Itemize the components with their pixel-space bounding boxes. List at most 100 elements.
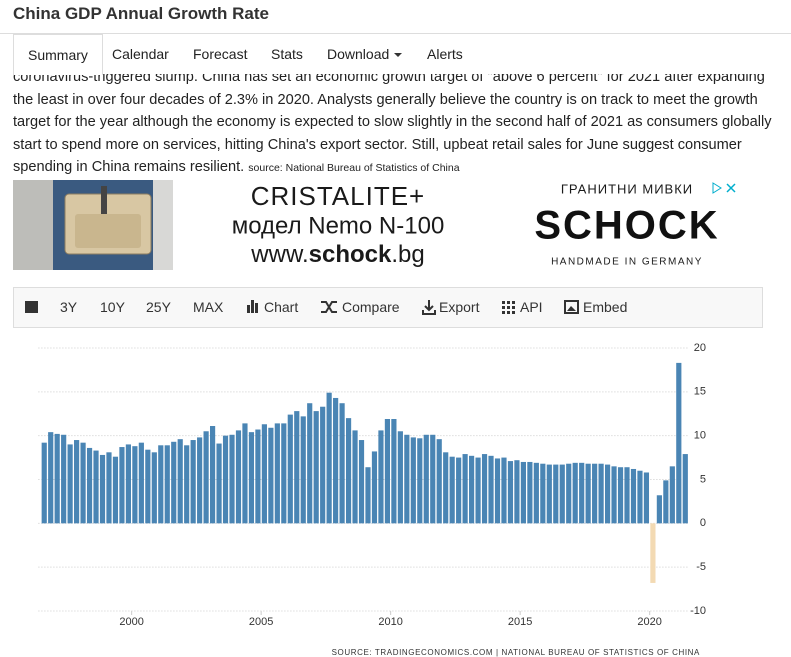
bar	[637, 470, 643, 524]
bar	[507, 461, 514, 524]
bar	[656, 495, 662, 524]
range-button[interactable]: MAX	[193, 299, 224, 315]
y-tick-label: 20	[694, 342, 706, 354]
bar	[209, 426, 216, 524]
bar	[80, 442, 86, 524]
ad-url-part: schock	[309, 241, 392, 268]
bar	[624, 467, 630, 524]
bar	[229, 434, 235, 524]
bar	[501, 457, 507, 524]
advert[interactable]: CRISTALITE+ модел Nemo N-100 www.schock.…	[13, 180, 741, 270]
bar	[112, 456, 119, 524]
bar	[99, 454, 106, 524]
bar	[326, 392, 332, 524]
ad-kicker: ГРАНИТНИ МИВКИ	[561, 181, 693, 196]
ad-url: www.schock.bg	[250, 241, 424, 268]
bar	[520, 461, 526, 524]
bar	[676, 362, 682, 524]
caret	[394, 53, 403, 58]
bar	[151, 452, 157, 524]
bar	[475, 457, 481, 524]
bar	[553, 464, 559, 524]
x-tick-label: 2015	[508, 616, 532, 628]
bar	[171, 441, 177, 524]
toolbar-icons	[25, 300, 579, 315]
bar	[630, 468, 637, 524]
range-button[interactable]: 3Y	[60, 299, 78, 315]
bar	[294, 411, 300, 524]
calendar-icon[interactable]	[25, 301, 38, 313]
bar	[242, 423, 248, 524]
article-text: coronavirus-triggered slump. China has s…	[13, 69, 772, 175]
bar	[572, 462, 578, 524]
bar	[514, 460, 520, 524]
bar	[125, 444, 131, 524]
tool-button[interactable]: Export	[439, 299, 480, 315]
bar	[566, 463, 572, 524]
bar	[579, 462, 585, 524]
bar	[106, 452, 112, 524]
chart-icon	[251, 300, 254, 313]
bar	[345, 418, 352, 524]
nav-tab[interactable]: Calendar	[112, 46, 169, 62]
nav-tab[interactable]: Forecast	[193, 46, 248, 62]
bar	[268, 427, 274, 524]
bar	[300, 416, 306, 524]
range-button[interactable]: 25Y	[146, 299, 171, 315]
nav-tab[interactable]: Summary	[13, 34, 103, 75]
bar	[449, 456, 455, 524]
ad-close[interactable]	[726, 183, 736, 193]
tool-button[interactable]: Chart	[264, 299, 299, 315]
bar	[430, 434, 436, 524]
bar	[54, 433, 60, 524]
nav-tab[interactable]: Stats	[271, 46, 303, 62]
tool-button[interactable]: API	[520, 299, 543, 315]
ad-tiles	[13, 180, 53, 270]
bar	[404, 434, 410, 524]
compare-icon	[321, 301, 337, 313]
y-tick-label: 15	[694, 386, 706, 398]
bar	[669, 466, 675, 524]
bar	[604, 464, 611, 524]
bar	[138, 442, 144, 524]
bar	[598, 463, 604, 524]
bar	[417, 438, 423, 524]
bar	[216, 443, 222, 524]
chart: SOURCE: TRADINGECONOMICS.COM | NATIONAL …	[38, 342, 706, 657]
y-tick-label: 0	[700, 517, 706, 529]
tool-button[interactable]: Compare	[342, 299, 400, 315]
nav: Summary Calendar Forecast Stats Download…	[0, 34, 791, 75]
nav-label: Download	[327, 46, 390, 62]
bar	[546, 464, 552, 524]
bar	[559, 464, 565, 524]
bar	[287, 414, 293, 524]
bar	[48, 432, 54, 524]
bar	[93, 450, 99, 524]
chart-icon	[247, 305, 250, 313]
ad-line: модел Nemo N-100	[232, 212, 445, 239]
nav-tab[interactable]: Download	[313, 34, 416, 74]
export-icon	[422, 300, 436, 315]
bar	[410, 437, 416, 524]
nav-tab[interactable]: Alerts	[427, 46, 463, 62]
ad-choices[interactable]	[712, 182, 722, 194]
ad-tap	[101, 186, 107, 214]
bar	[333, 397, 339, 524]
bar	[643, 472, 650, 524]
y-tick-label: -5	[696, 561, 706, 573]
bar	[352, 430, 358, 524]
range-button[interactable]: 10Y	[100, 299, 125, 315]
ad-tagline: HANDMADE IN GERMANY	[551, 257, 703, 268]
toolbar: 3Y 10Y 25Y MAX Chart Compare Export API …	[13, 287, 763, 328]
tool-button[interactable]: Embed	[583, 299, 628, 315]
bar	[391, 418, 397, 524]
bar	[261, 424, 267, 524]
bar	[222, 435, 229, 524]
bar	[184, 445, 190, 524]
bar	[443, 452, 449, 524]
bar	[469, 455, 475, 524]
bar	[365, 467, 371, 524]
bar	[203, 431, 209, 524]
bar	[462, 454, 468, 524]
